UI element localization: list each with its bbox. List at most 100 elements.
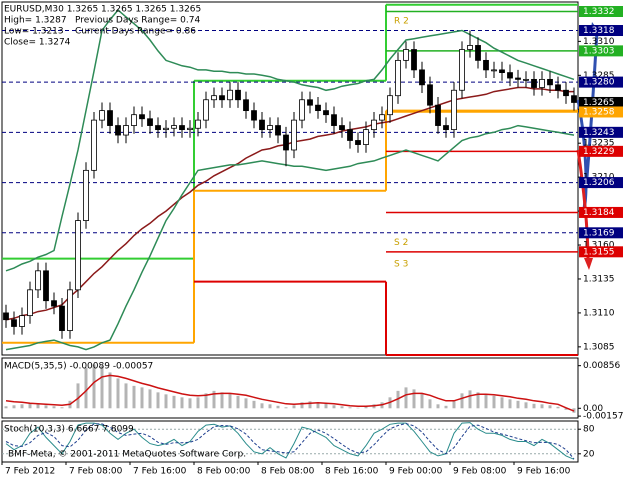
candle-body	[195, 119, 201, 129]
candle-body	[99, 110, 105, 121]
candle-body	[419, 69, 425, 86]
level-tag-label: 1.3265	[583, 98, 615, 108]
candle-body	[75, 220, 81, 291]
indicator-line	[5, 9, 575, 272]
candle-body	[491, 69, 497, 72]
macd-bar	[484, 394, 488, 409]
macd-bar	[100, 365, 104, 409]
level-tag	[579, 106, 623, 118]
x-tick-label: 8 Feb 08:00	[261, 467, 315, 477]
macd-bar	[428, 399, 432, 409]
level-tag	[579, 145, 623, 157]
macd-bar	[492, 395, 496, 409]
x-tick-label: 7 Feb 2012	[5, 467, 55, 477]
candle-body	[179, 125, 185, 131]
macd-bar	[36, 403, 40, 409]
candle-body	[83, 169, 89, 221]
info-text: Previous Days Range= 0.74	[75, 16, 200, 26]
y-tick-label: 1.3085	[583, 342, 615, 352]
level-tag-label: 1.3169	[583, 228, 615, 238]
macd-bar	[92, 364, 96, 409]
copyright: BMF-Meta, © 2001-2011 MetaQuotes Softwar…	[8, 450, 246, 460]
macd-bar	[148, 389, 152, 409]
level-tag	[579, 45, 623, 57]
x-tick-label: 9 Feb 00:00	[389, 467, 443, 477]
candle-body	[331, 114, 337, 126]
indicator-line	[5, 86, 574, 321]
candle-body	[59, 305, 65, 331]
stoch-panel	[1, 420, 579, 463]
candle-body	[387, 95, 393, 116]
level-annotation: S 2	[394, 238, 408, 248]
macd-bar	[404, 387, 408, 409]
level-tag-label: 1.3155	[583, 247, 615, 257]
macd-bar	[524, 402, 528, 409]
chart-title: EURUSD,M30 1.3265 1.3265 1.3265 1.3265	[4, 5, 201, 15]
level-tag	[579, 227, 623, 239]
level-tag	[579, 76, 623, 88]
macd-bar	[180, 397, 184, 409]
level-tag-label: 1.3318	[583, 26, 615, 36]
macd-bar	[444, 405, 448, 409]
x-tick-label: 7 Feb 16:00	[133, 467, 187, 477]
candle-body	[267, 125, 273, 131]
candle-body	[203, 99, 209, 121]
candle-body	[523, 78, 529, 81]
level-tag	[579, 6, 623, 18]
level-tag-label: 1.3332	[583, 7, 615, 17]
candle-body	[443, 125, 449, 131]
macd-bar	[452, 400, 456, 409]
level-annotation: R 2	[394, 17, 409, 27]
y-tick-label: 1.3285	[583, 71, 615, 81]
macd-signal	[5, 374, 575, 412]
level-tag-label: 1.3258	[583, 107, 615, 117]
candle-body	[91, 119, 97, 171]
y-tick-label: 1.3310	[583, 37, 615, 47]
candle-body	[467, 45, 473, 50]
projection-down-head	[584, 258, 593, 270]
candle-body	[427, 84, 433, 106]
macd-bar	[124, 383, 128, 409]
macd-bar	[52, 406, 56, 409]
candle-body	[547, 78, 553, 86]
stoch-main	[5, 422, 575, 460]
y-tick-label: 1.3110	[583, 308, 615, 318]
macd-bar	[332, 405, 336, 409]
candle-body	[107, 110, 113, 126]
candle-body	[371, 119, 377, 131]
macd-bar	[60, 407, 64, 409]
candle-body	[11, 319, 17, 327]
candle-body	[483, 59, 489, 71]
candle-body	[355, 140, 361, 145]
level-tag-label: 1.3229	[583, 147, 615, 157]
macd-bar	[4, 406, 8, 409]
macd-bar	[204, 393, 208, 409]
macd-bar	[132, 385, 136, 409]
candle-body	[27, 289, 33, 317]
candle-body	[259, 119, 265, 131]
macd-bar	[340, 406, 344, 409]
macd-bar	[268, 404, 272, 409]
macd-bar	[220, 392, 224, 409]
candle-body	[235, 89, 241, 101]
level-tag	[579, 246, 623, 258]
macd-bar	[244, 398, 248, 409]
macd-bar	[28, 403, 32, 409]
candle-body	[339, 125, 345, 131]
x-tick-label: 9 Feb 16:00	[517, 467, 571, 477]
macd-bar	[356, 407, 360, 409]
y-tick-label: 1.3135	[583, 274, 615, 284]
candle-body	[363, 129, 369, 145]
info-text: High= 1.3287	[4, 16, 67, 26]
macd-bar	[284, 407, 288, 409]
panel-title: MACD(5,35,5) -0.00089 -0.00057	[4, 362, 153, 372]
macd-bar	[76, 383, 80, 409]
macd-bar	[460, 393, 464, 409]
info-text: Current Days Range= 0.86	[75, 27, 196, 37]
macd-bar	[300, 402, 304, 409]
macd-bar	[508, 399, 512, 409]
candle-body	[435, 104, 441, 126]
macd-bar	[500, 397, 504, 409]
level-tag-label: 1.3280	[583, 78, 615, 88]
